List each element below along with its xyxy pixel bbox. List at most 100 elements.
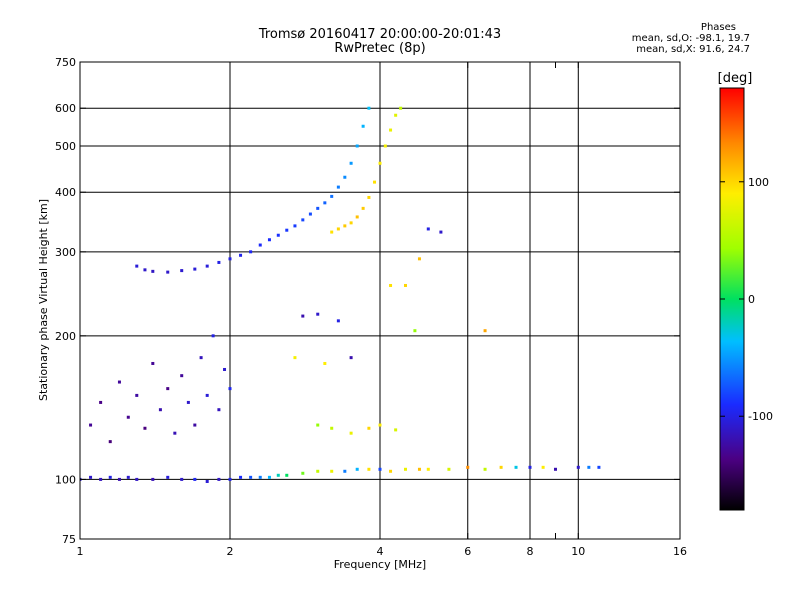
- data-point: [316, 312, 320, 316]
- data-point: [308, 212, 312, 216]
- data-point: [355, 215, 359, 219]
- data-point: [180, 269, 184, 273]
- data-point: [389, 283, 393, 287]
- data-point: [258, 243, 262, 247]
- data-point: [483, 467, 487, 471]
- data-point: [394, 113, 398, 117]
- data-point: [553, 467, 557, 471]
- data-point: [276, 473, 280, 477]
- data-point: [373, 180, 377, 184]
- phase-statistics: Phases mean, sd,O: -98.1, 19.7 mean, sd,…: [590, 22, 750, 55]
- data-point: [151, 361, 155, 365]
- data-point: [173, 431, 177, 435]
- colorbar-label: [deg]: [718, 71, 753, 86]
- data-point: [597, 465, 601, 469]
- data-point: [367, 106, 371, 110]
- data-point: [166, 475, 170, 479]
- axes: 1 2 4 6 8 10 16 75 100 200 300 400 500 600 750: [55, 56, 687, 558]
- stats-o-mode: mean, sd,O: -98.1, 19.7: [631, 33, 750, 44]
- data-point: [258, 475, 262, 479]
- data-point: [285, 228, 289, 232]
- colorbar-ticks: -100 0 100: [720, 176, 773, 423]
- data-point: [228, 477, 232, 481]
- y-tick-label: 300: [55, 246, 76, 259]
- data-point: [89, 475, 93, 479]
- chart-subtitle: RwPretec (8p): [334, 41, 426, 56]
- stats-heading: Phases: [700, 22, 736, 33]
- data-point: [447, 467, 451, 471]
- data-point: [403, 283, 407, 287]
- data-point: [166, 387, 170, 391]
- y-tick-label: 200: [55, 330, 76, 343]
- scatter-points: [80, 106, 601, 483]
- data-point: [367, 426, 371, 430]
- stats-x-mode: mean, sd,X: 91.6, 24.7: [636, 44, 750, 55]
- data-point: [135, 264, 139, 268]
- x-axis-label: Frequency [MHz]: [334, 558, 426, 571]
- data-point: [211, 334, 215, 338]
- data-point: [389, 469, 393, 473]
- colorbar-tick-label: -100: [748, 410, 773, 423]
- data-point: [126, 415, 130, 419]
- data-point: [330, 426, 334, 430]
- data-point: [193, 477, 197, 481]
- data-point: [426, 227, 430, 231]
- data-point: [330, 469, 334, 473]
- data-point: [301, 218, 305, 222]
- data-point: [316, 206, 320, 210]
- data-point: [301, 471, 305, 475]
- data-point: [143, 268, 147, 272]
- y-axis-label: Stationary phase Virtual Height [km]: [37, 199, 50, 401]
- data-point: [336, 227, 340, 231]
- data-point: [228, 387, 232, 391]
- data-point: [239, 475, 243, 479]
- data-point: [349, 356, 353, 360]
- data-point: [249, 475, 253, 479]
- data-point: [355, 144, 359, 148]
- data-point: [301, 314, 305, 318]
- data-point: [355, 467, 359, 471]
- data-point: [117, 477, 121, 481]
- data-point: [193, 267, 197, 271]
- chart-title: Tromsø 20160417 20:00:00-20:01:43: [258, 27, 502, 42]
- data-point: [394, 428, 398, 432]
- data-point: [89, 423, 93, 427]
- x-tick-label: 10: [571, 545, 585, 558]
- data-point: [323, 201, 327, 205]
- data-point: [528, 465, 532, 469]
- x-tick-label: 4: [377, 545, 384, 558]
- data-point: [267, 238, 271, 242]
- data-point: [316, 469, 320, 473]
- data-point: [135, 393, 139, 397]
- data-point: [249, 250, 253, 254]
- data-point: [361, 124, 365, 128]
- y-tick-label: 100: [55, 473, 76, 486]
- data-point: [180, 477, 184, 481]
- y-tick-label: 500: [55, 140, 76, 153]
- data-point: [217, 408, 221, 412]
- data-point: [330, 194, 334, 198]
- data-point: [205, 479, 209, 483]
- data-point: [186, 400, 190, 404]
- data-point: [483, 329, 487, 333]
- colorbar-tick-label: 0: [748, 293, 755, 306]
- data-point: [267, 475, 271, 479]
- y-tick-label: 75: [62, 533, 76, 546]
- data-point: [367, 467, 371, 471]
- data-point: [499, 465, 503, 469]
- data-point: [223, 367, 227, 371]
- data-point: [217, 477, 221, 481]
- data-point: [293, 356, 297, 360]
- data-point: [205, 393, 209, 397]
- x-tick-label: 6: [464, 545, 471, 558]
- x-tick-label: 16: [673, 545, 687, 558]
- data-point: [378, 467, 382, 471]
- x-tick-label: 8: [527, 545, 534, 558]
- data-point: [151, 269, 155, 273]
- data-point: [403, 467, 407, 471]
- colorbar-tick-label: 100: [748, 176, 769, 189]
- data-point: [378, 161, 382, 165]
- data-point: [378, 423, 382, 427]
- data-point: [576, 465, 580, 469]
